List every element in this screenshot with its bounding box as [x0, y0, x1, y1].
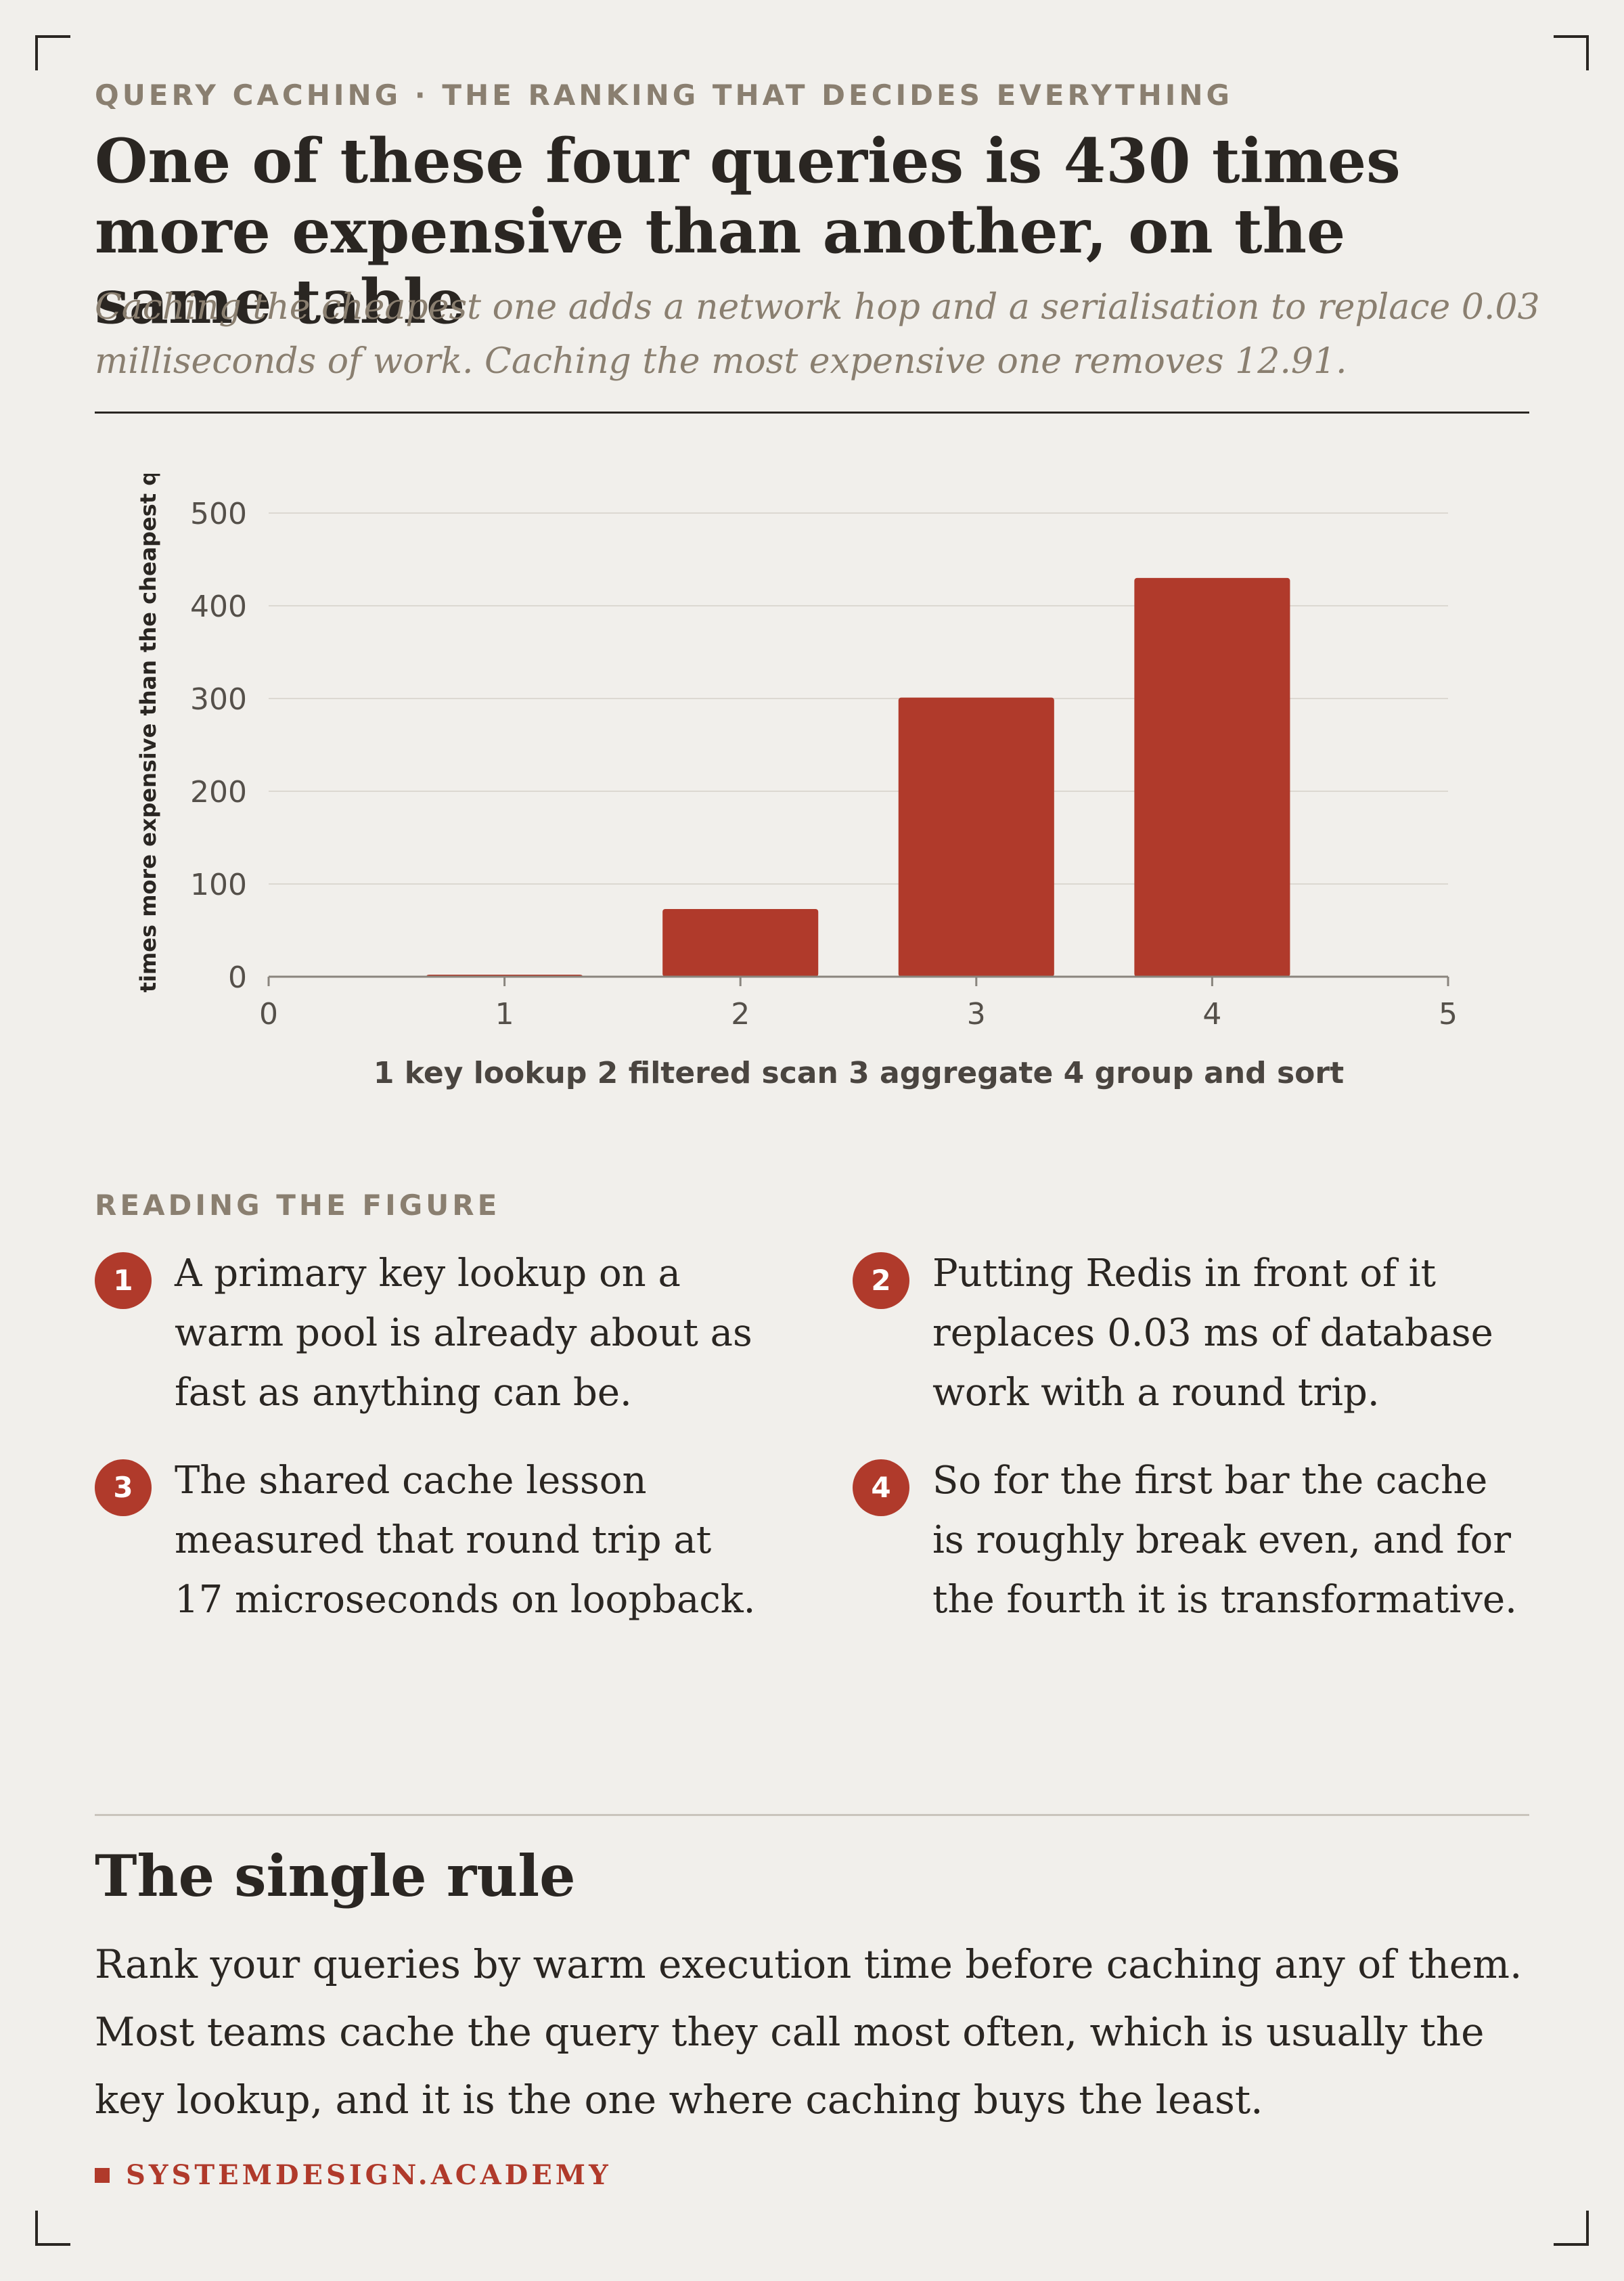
corner-mark-top-left	[35, 35, 70, 70]
rule-title: The single rule	[95, 1842, 576, 1909]
y-tick-label: 0	[228, 960, 247, 995]
x-tick-label: 4	[1202, 997, 1221, 1032]
corner-mark-bottom-left	[35, 2211, 70, 2246]
y-tick-label: 100	[190, 868, 247, 902]
brand-name: SYSTEMDESIGN.ACADEMY	[126, 2159, 612, 2191]
x-tick-label: 0	[259, 997, 278, 1032]
chart-bars	[426, 577, 1290, 977]
reading-label: READING THE FIGURE	[95, 1189, 501, 1222]
x-axis-label: 1 key lookup 2 filtered scan 3 aggregate…	[374, 1056, 1344, 1090]
note-text: The shared cache lesson measured that ro…	[175, 1459, 756, 1622]
page-subtitle: Caching the cheapest one adds a network …	[95, 287, 1540, 382]
brand: SYSTEMDESIGN.ACADEMY	[95, 2159, 612, 2191]
y-tick-label: 200	[190, 775, 247, 810]
bottom-divider	[95, 1814, 1529, 1816]
bar	[1134, 577, 1290, 977]
x-tick-label: 2	[731, 997, 750, 1032]
corner-mark-bottom-right	[1554, 2211, 1589, 2246]
note-text: So for the first bar the cache is roughl…	[932, 1459, 1517, 1622]
note-number-badge: 2	[853, 1252, 909, 1309]
x-tick-label: 1	[495, 997, 514, 1032]
note-text: A primary key lookup on a warm pool is a…	[175, 1252, 752, 1415]
x-tick-label: 3	[967, 997, 986, 1032]
chart-ticks: 0 100 200 300 400 500 0 1 2 3 4 5	[190, 497, 1458, 1032]
y-tick-label: 300	[190, 682, 247, 717]
rule-body: Rank your queries by warm execution time…	[95, 1941, 1522, 2123]
note-number-badge: 4	[853, 1459, 909, 1516]
note-number-badge: 3	[95, 1459, 152, 1516]
note-text: Putting Redis in front of it replaces 0.…	[932, 1252, 1493, 1415]
chart-axes	[267, 975, 1449, 986]
page-title: One of these four queries is 430 times m…	[95, 125, 1401, 338]
y-tick-label: 400	[190, 590, 247, 624]
bar-chart: 0 100 200 300 400 500 0 1 2 3 4 5 times more expens…	[135, 474, 1458, 1090]
top-divider	[95, 412, 1529, 414]
brand-square-icon	[95, 2167, 110, 2183]
corner-mark-top-right	[1554, 35, 1589, 70]
kicker: QUERY CACHING · THE RANKING THAT DECIDES…	[95, 79, 1233, 112]
y-axis-label: times more expensive than the cheapest q…	[135, 474, 161, 992]
y-tick-label: 500	[190, 497, 247, 531]
x-tick-label: 5	[1439, 997, 1458, 1032]
bar	[662, 908, 819, 977]
note-number-badge: 1	[95, 1252, 152, 1309]
bar	[898, 697, 1054, 977]
